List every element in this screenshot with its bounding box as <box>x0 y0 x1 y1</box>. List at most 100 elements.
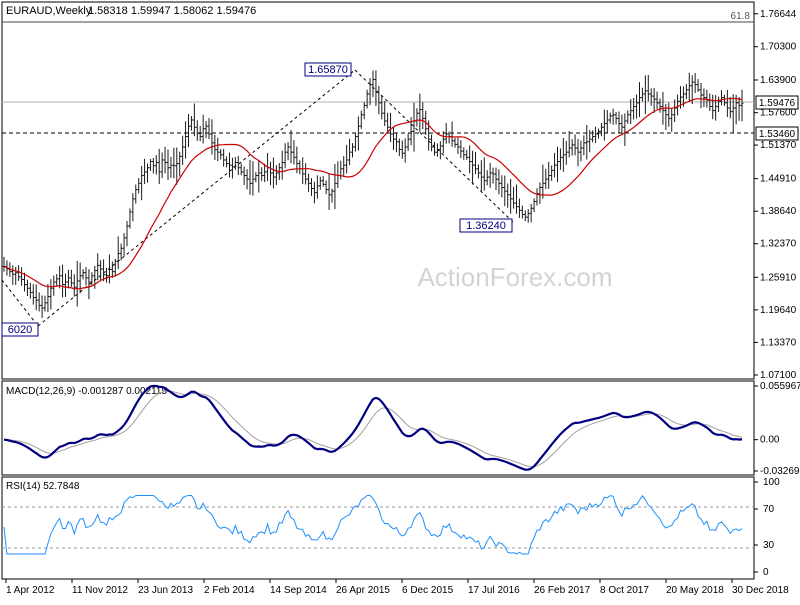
ohlc-bar <box>714 95 718 121</box>
ohlc-bar <box>342 156 346 177</box>
macd-main-line <box>3 384 743 471</box>
ohlc-bar <box>725 89 729 117</box>
ohlc-bar <box>17 265 21 281</box>
ohlc-bar <box>611 108 615 125</box>
ohlc-bar <box>570 139 574 156</box>
price-tick-label: 1.32370 <box>760 239 797 250</box>
ohlc-bar <box>321 176 325 187</box>
ohlc-bar <box>509 178 513 214</box>
ohlc-bar <box>573 134 577 156</box>
ohlc-bar <box>257 160 261 193</box>
ohlc-bar <box>128 208 132 229</box>
ohlc-bar <box>315 175 319 199</box>
ohlc-bar <box>102 259 106 282</box>
ohlc-bar <box>107 254 111 284</box>
ohlc-bar <box>324 180 328 195</box>
ohlc-bar <box>564 140 568 165</box>
ohlc-bar <box>140 166 144 201</box>
moving-average-line <box>3 97 743 290</box>
ohlc-bar <box>11 265 15 285</box>
ohlc-bar <box>236 155 240 176</box>
ohlc-bar <box>201 114 205 144</box>
rsi-tick-label: 30 <box>763 540 775 551</box>
ohlc-bar <box>280 150 284 180</box>
ohlc-bar <box>684 84 688 100</box>
ohlc-bar <box>216 137 220 162</box>
time-tick-label: 26 Feb 2017 <box>534 585 591 596</box>
ohlc-bar <box>143 158 147 185</box>
ohlc-bar <box>676 94 680 116</box>
ohlc-bar <box>353 133 357 152</box>
ohlc-bar <box>64 273 67 298</box>
ohlc-bar <box>181 135 185 165</box>
ohlc-bar <box>154 155 158 175</box>
ohlc-bar <box>520 205 524 219</box>
ohlc-bar <box>312 181 316 204</box>
time-tick-label: 20 May 2018 <box>666 585 724 596</box>
ohlc-bar <box>260 167 264 182</box>
ohlc-bar <box>553 152 557 178</box>
ohlc-bar <box>523 210 527 222</box>
ohlc-bar <box>632 97 636 120</box>
ohlc-bar <box>515 184 518 214</box>
ohlc-bar <box>90 272 94 287</box>
ohlc-bar <box>230 157 234 179</box>
ohlc-bar <box>667 102 671 127</box>
ohlc-bar <box>468 145 472 174</box>
ohlc-bar <box>248 159 252 195</box>
time-tick-label: 17 Jul 2016 <box>468 585 520 596</box>
ohlc-bar <box>365 89 369 109</box>
ohlc-bar <box>591 130 595 143</box>
swing-low-box <box>459 218 513 233</box>
rsi-axis: 100 70 30 0 <box>754 477 780 578</box>
price-axis: 1.76644 1.70300 1.63900 1.57600 1.51370 1.449… <box>754 9 797 381</box>
ohlc-bar <box>195 120 199 141</box>
ohlc-bar <box>46 283 50 313</box>
macd-pane-border <box>1 380 755 476</box>
ohlc-bar <box>178 151 182 177</box>
ohlc-bar <box>699 82 703 109</box>
ohlc-bar <box>187 114 190 148</box>
ohlc-bar <box>274 165 278 186</box>
ohlc-bar <box>307 173 311 192</box>
ohlc-bar <box>459 140 463 159</box>
ohlc-bar <box>163 146 167 174</box>
macd-tick-label: 0.055967 <box>760 381 800 392</box>
ohlc-bar <box>421 102 425 130</box>
ohlc-bar <box>620 114 624 136</box>
ohlc-bar <box>84 267 88 286</box>
ohlc-bar <box>626 110 630 124</box>
ohlc-bar <box>333 163 337 210</box>
level-price-tag: 1.53460 <box>755 126 799 141</box>
ohlc-bar <box>512 186 516 209</box>
ohlc-bar <box>225 156 229 168</box>
ohlc-bar <box>14 266 18 285</box>
ohlc-bar <box>359 110 363 129</box>
ohlc-bar <box>25 279 29 297</box>
level-price-box <box>755 126 799 141</box>
ohlc-bar <box>640 87 644 102</box>
ohlc-bar <box>122 233 126 256</box>
ohlc-bar <box>444 122 448 144</box>
ohlc-bar <box>23 272 26 292</box>
ohlc-bar <box>532 198 536 212</box>
ohlc-bar <box>134 184 138 204</box>
ohlc-bar <box>228 152 231 178</box>
ohlc-bar <box>482 157 486 191</box>
ohlc-bar <box>705 89 709 108</box>
ohlc-bar <box>87 269 91 300</box>
time-tick-label: 1 Apr 2012 <box>6 585 55 596</box>
ohlc-bar <box>608 112 612 124</box>
ohlc-bar <box>131 193 135 222</box>
ohlc-bar <box>594 126 598 143</box>
ohlc-bar <box>474 151 477 174</box>
ohlc-bar <box>116 236 120 269</box>
ohlc-bar <box>242 166 246 185</box>
ohlc-bar <box>362 102 366 120</box>
ohlc-bar <box>389 112 393 143</box>
ohlc-bar <box>28 282 32 299</box>
current-price-tag: 1.59476 <box>755 95 799 110</box>
time-axis: 1 Apr 2012 11 Nov 2012 23 Jun 2013 2 Feb 20… <box>5 579 789 596</box>
